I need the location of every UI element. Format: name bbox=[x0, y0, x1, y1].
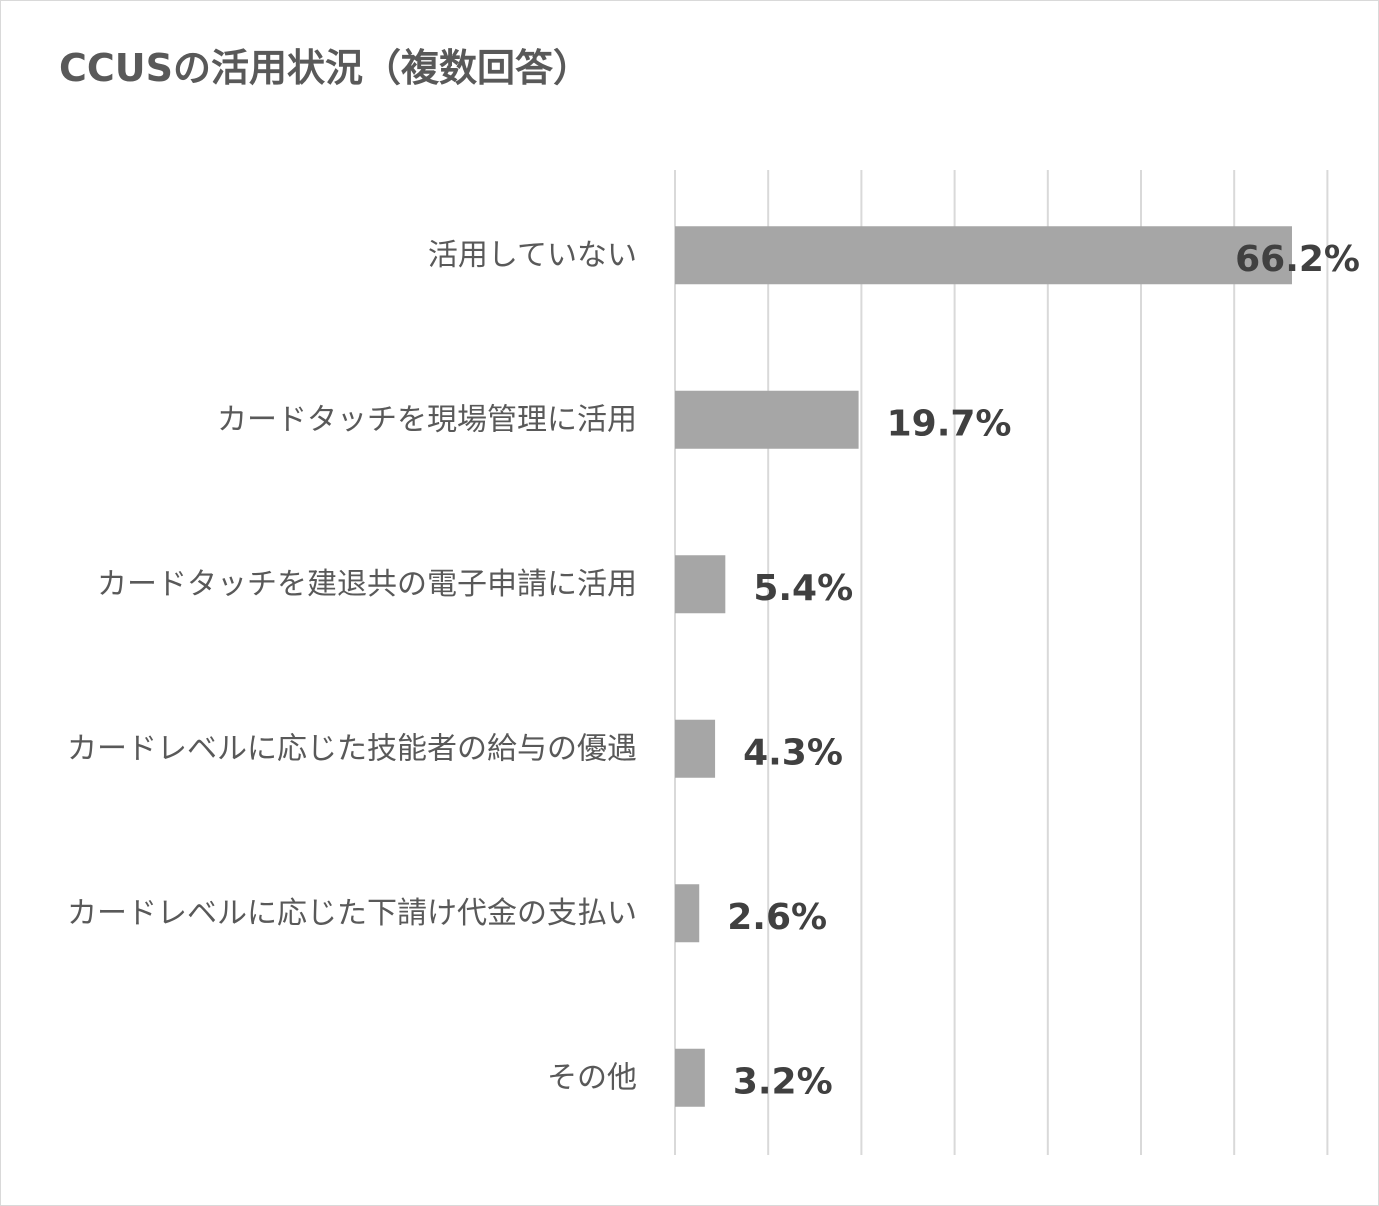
category-label-2: カードタッチを建退共の電子申請に活用 bbox=[97, 567, 637, 602]
value-label-1: 19.7% bbox=[887, 403, 1012, 444]
value-label-2: 5.4% bbox=[753, 568, 853, 609]
category-labels: 活用していないカードタッチを現場管理に活用カードタッチを建退共の電子申請に活用カ… bbox=[67, 238, 637, 1096]
bars bbox=[675, 226, 1292, 1107]
bar-4 bbox=[675, 884, 700, 943]
category-label-3: カードレベルに応じた技能者の給与の優遇 bbox=[67, 731, 637, 766]
bar-3 bbox=[675, 719, 716, 778]
value-label-5: 3.2% bbox=[733, 1061, 833, 1102]
bar-2 bbox=[675, 555, 726, 614]
category-label-1: カードタッチを現場管理に活用 bbox=[217, 402, 637, 437]
category-label-4: カードレベルに応じた下請け代金の支払い bbox=[67, 896, 637, 931]
category-label-5: その他 bbox=[547, 1060, 637, 1095]
value-labels: 66.2% 19.7% 5.4% 4.3% 2.6% 3.2% bbox=[727, 239, 1360, 1103]
chart-title: CCUSの活用状況（複数回答） bbox=[59, 46, 592, 90]
bar-0 bbox=[675, 226, 1292, 285]
gridlines bbox=[674, 170, 1329, 1155]
value-label-0: 66.2% bbox=[1235, 239, 1360, 280]
bar-5 bbox=[675, 1048, 705, 1107]
value-label-3: 4.3% bbox=[743, 732, 843, 773]
category-label-0: 活用していない bbox=[428, 238, 637, 273]
value-label-4: 2.6% bbox=[727, 897, 827, 938]
bar-1 bbox=[675, 390, 859, 449]
